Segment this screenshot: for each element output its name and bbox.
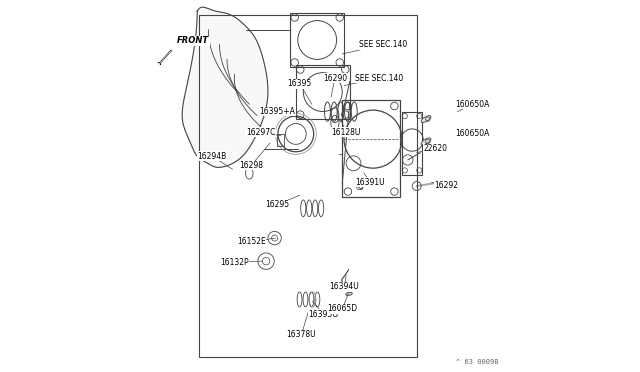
Ellipse shape [421,138,431,145]
Text: 16290: 16290 [323,74,347,83]
Polygon shape [182,7,268,167]
Bar [296,65,349,119]
Ellipse shape [346,292,353,295]
Text: 16395: 16395 [287,79,312,88]
Text: SEE SEC.140: SEE SEC.140 [355,74,404,83]
Text: 160650A: 160650A [455,129,490,138]
Bar [342,100,400,197]
Text: 16394U: 16394U [330,282,360,291]
Text: 16395+A: 16395+A [259,107,295,116]
Text: 160650A: 160650A [455,100,490,109]
Text: 16391U: 16391U [355,178,385,187]
Text: 16132P: 16132P [220,258,249,267]
Bar [277,134,284,146]
Text: 16152E: 16152E [237,237,266,246]
Text: 16395G: 16395G [308,310,339,319]
Text: 16292: 16292 [435,182,458,190]
Text: ^ 63 0009B: ^ 63 0009B [456,359,499,365]
Text: 16378U: 16378U [287,330,316,339]
Bar [199,15,417,357]
Text: 16065D: 16065D [327,304,357,313]
Text: 22620: 22620 [423,144,447,153]
Text: 16298: 16298 [239,161,263,170]
Bar [291,13,344,67]
Bar [402,112,422,175]
Text: FRONT: FRONT [177,36,209,45]
Text: 16295: 16295 [265,200,289,209]
Text: 16294B: 16294B [198,152,227,161]
Text: SEE SEC.140: SEE SEC.140 [359,40,408,49]
Text: 16128U: 16128U [332,128,361,137]
Text: 16297C: 16297C [246,128,275,137]
Ellipse shape [421,116,431,122]
